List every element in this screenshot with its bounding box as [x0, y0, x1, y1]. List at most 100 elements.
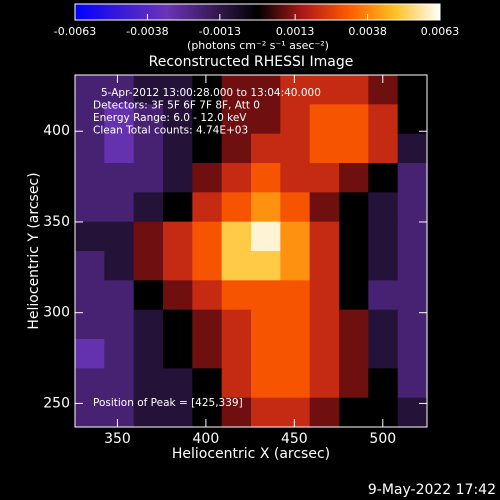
heatmap-cell [397, 104, 428, 135]
heatmap-cell [251, 251, 281, 281]
heatmap-cell [75, 397, 105, 428]
heatmap-cell [163, 368, 193, 399]
heatmap-cell [133, 163, 164, 193]
heatmap-cell [251, 75, 281, 105]
x-tick-label: 450 [281, 431, 308, 447]
heatmap-cell [221, 133, 252, 164]
heatmap-cell [339, 163, 369, 193]
heatmap-cell [309, 368, 340, 399]
heatmap-cell [221, 192, 252, 223]
annotation: 5-Apr-2012 13:00:28.000 to 13:04:40.000 [101, 87, 321, 99]
heatmap [75, 75, 428, 428]
heatmap-cell [309, 221, 340, 252]
heatmap-cell [192, 104, 223, 135]
heatmap-cell [192, 221, 223, 252]
x-axis-label: Heliocentric X (arcsec) [172, 446, 330, 462]
heatmap-cell [280, 280, 311, 311]
heatmap-cell [368, 192, 399, 223]
heatmap-cell [192, 251, 223, 281]
heatmap-cell [251, 163, 281, 193]
heatmap-cell [75, 104, 105, 135]
heatmap-cell [133, 104, 164, 135]
heatmap-cell [192, 133, 223, 164]
heatmap-cell [192, 368, 223, 399]
heatmap-cell [192, 280, 223, 311]
heatmap-cell [309, 339, 340, 369]
colorbar-tick-label: -0.0063 [54, 25, 96, 38]
heatmap-cell [397, 75, 428, 105]
heatmap-cell [280, 368, 311, 399]
heatmap-cell [104, 104, 135, 135]
heatmap-cell [221, 221, 252, 252]
annotation: Detectors: 3F 5F 6F 7F 8F, Att 0 [93, 100, 260, 112]
heatmap-cell [104, 339, 135, 369]
heatmap-cell [163, 75, 193, 105]
heatmap-cell [339, 133, 369, 164]
heatmap-cell [104, 397, 135, 428]
heatmap-cell [75, 368, 105, 399]
heatmap-cell [133, 339, 164, 369]
heatmap-cell [309, 280, 340, 311]
heatmap-cell [280, 339, 311, 369]
heatmap-cell [368, 163, 399, 193]
heatmap-cell [368, 221, 399, 252]
heatmap-cell [280, 133, 311, 164]
peak-annotation: Position of Peak = [425,339] [93, 397, 243, 409]
heatmap-cell [309, 309, 340, 340]
heatmap-cell [104, 309, 135, 340]
heatmap-cell [133, 309, 164, 340]
heatmap-cell [339, 368, 369, 399]
heatmap-cell [163, 221, 193, 252]
heatmap-cell [104, 192, 135, 223]
heatmap-cell [104, 75, 135, 105]
heatmap-cell [368, 104, 399, 135]
colorbar-tick-label: 0.0063 [421, 25, 460, 38]
heatmap-cell [251, 104, 281, 135]
x-tick-label: 400 [193, 431, 220, 447]
heatmap-cell [397, 192, 428, 223]
heatmap-cell [163, 133, 193, 164]
heatmap-cell [251, 368, 281, 399]
heatmap-cell [192, 75, 223, 105]
heatmap-cell [251, 339, 281, 369]
heatmap-cell [133, 192, 164, 223]
heatmap-cell [133, 221, 164, 252]
heatmap-cell [397, 251, 428, 281]
heatmap-cell [397, 397, 428, 428]
heatmap-cell [368, 368, 399, 399]
heatmap-cell [221, 397, 252, 428]
heatmap-cell [309, 104, 340, 135]
heatmap-cell [339, 251, 369, 281]
heatmap-cell [397, 133, 428, 164]
heatmap-cell [339, 221, 369, 252]
heatmap-cell [133, 397, 164, 428]
heatmap-cell [309, 192, 340, 223]
heatmap-cell [75, 133, 105, 164]
heatmap-cell [104, 251, 135, 281]
heatmap-cell [397, 280, 428, 311]
heatmap-cell [104, 280, 135, 311]
heatmap-cell [309, 163, 340, 193]
colorbar-label: (photons cm⁻² s⁻¹ asec⁻²) [187, 39, 329, 52]
heatmap-cell [192, 397, 223, 428]
heatmap-cell [368, 251, 399, 281]
heatmap-cell [251, 221, 281, 252]
heatmap-cell [397, 221, 428, 252]
colorbar [74, 3, 441, 21]
heatmap-cell [339, 75, 369, 105]
heatmap-cell [104, 133, 135, 164]
heatmap-cell [221, 251, 252, 281]
heatmap-cell [280, 75, 311, 105]
heatmap-cell [280, 251, 311, 281]
heatmap-cell [397, 339, 428, 369]
heatmap-cell [163, 397, 193, 428]
heatmap-cell [397, 163, 428, 193]
heatmap-cell [163, 309, 193, 340]
heatmap-cell [133, 280, 164, 311]
heatmap-cell [339, 309, 369, 340]
heatmap-cell [280, 221, 311, 252]
heatmap-cell [397, 309, 428, 340]
heatmap-cell [368, 280, 399, 311]
colorbar-tick-label: 0.0013 [276, 25, 315, 38]
heatmap-cell [339, 280, 369, 311]
